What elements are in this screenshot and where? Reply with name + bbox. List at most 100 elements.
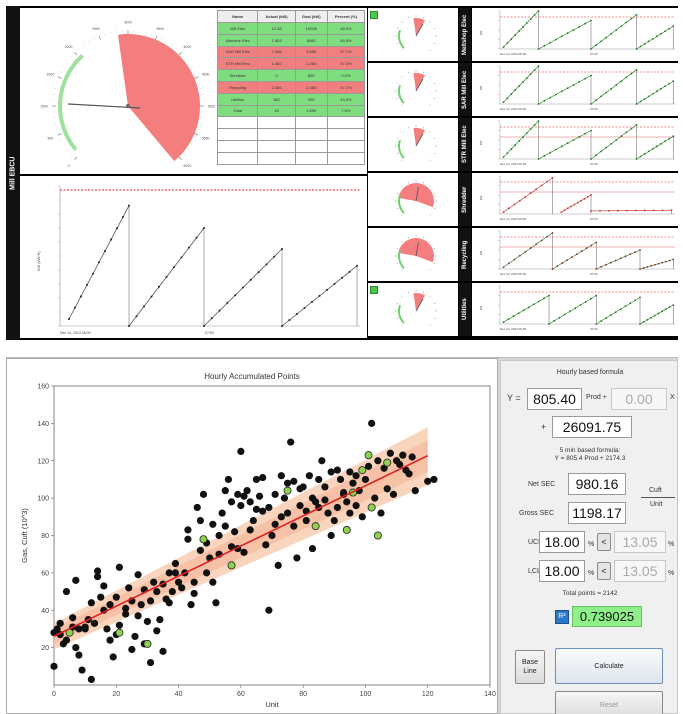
trend-point bbox=[629, 302, 632, 305]
trend-point bbox=[672, 135, 675, 138]
data-point bbox=[106, 601, 114, 609]
trend-point bbox=[529, 73, 532, 75]
reset-button[interactable]: Reset bbox=[555, 691, 663, 714]
trend-point bbox=[650, 264, 652, 267]
gauge-minor-tick bbox=[180, 158, 182, 160]
data-point bbox=[237, 447, 245, 456]
lcl-input[interactable]: 18.00 bbox=[539, 560, 585, 582]
energy-dashboard: Mill EBCU 0 500 1000 1500 2000 2500 3000 3500 40… bbox=[6, 6, 678, 340]
sub-trend-panel: kW Dec 14, 2013 06:00 07:00 bbox=[472, 63, 678, 116]
gauge-tick-label: 1500 bbox=[46, 72, 54, 76]
trend-point bbox=[661, 310, 664, 313]
sub-panel-label: Utilities bbox=[459, 283, 471, 336]
data-point bbox=[159, 647, 167, 655]
trend-point bbox=[560, 35, 563, 38]
table-cell-goal: 800 bbox=[294, 69, 328, 82]
trend-point bbox=[556, 265, 559, 267]
r-squared-value: 0.739025 bbox=[572, 606, 642, 627]
sub-gauge-tick bbox=[401, 214, 403, 216]
table-cell-empty bbox=[294, 139, 328, 153]
gauge-tick-label: 5500 bbox=[202, 137, 210, 141]
trend-point bbox=[595, 268, 598, 270]
sub-panel-label: SAR Mill Elec bbox=[459, 63, 471, 116]
trend-point bbox=[595, 294, 598, 297]
trend-point bbox=[605, 91, 608, 94]
trend-point bbox=[533, 69, 536, 71]
trend-point bbox=[668, 82, 671, 85]
gauge-tick-label: 3500 bbox=[156, 27, 164, 31]
trend-point bbox=[522, 26, 524, 28]
trend-line bbox=[548, 295, 597, 325]
trend-point bbox=[555, 93, 557, 96]
trend-point bbox=[590, 48, 592, 50]
ucl-input[interactable]: 18.00 bbox=[539, 531, 585, 553]
trend-point bbox=[668, 27, 671, 30]
gauge-tick-label: 0 bbox=[68, 164, 70, 168]
data-point bbox=[315, 475, 323, 484]
data-point bbox=[203, 569, 211, 577]
lcl-apply-button[interactable]: < bbox=[597, 562, 611, 580]
sub-x-tick-left: Dec 14, 2013 06:00 bbox=[500, 272, 527, 276]
trend-point bbox=[543, 44, 546, 47]
trend-point bbox=[572, 139, 575, 141]
data-point bbox=[352, 472, 360, 480]
gauge-minor-tick bbox=[193, 139, 196, 141]
trend-point bbox=[502, 211, 505, 213]
trend-point bbox=[529, 128, 532, 130]
trend-point bbox=[630, 127, 633, 130]
table-cell-actual: 382 bbox=[257, 92, 296, 106]
trend-point bbox=[639, 45, 642, 48]
trend-point bbox=[647, 95, 650, 98]
data-point bbox=[75, 651, 83, 659]
trend-line bbox=[503, 295, 550, 323]
trend-line bbox=[538, 20, 592, 50]
intercept-value: 26091.75 bbox=[552, 416, 632, 438]
gauge-minor-tick bbox=[198, 128, 201, 130]
data-point bbox=[346, 509, 354, 517]
sub-gauge-panel bbox=[368, 118, 458, 171]
trend-point bbox=[595, 323, 598, 325]
data-point bbox=[296, 502, 304, 510]
trend-point bbox=[548, 294, 550, 297]
data-point bbox=[165, 569, 173, 577]
trend-point bbox=[527, 306, 530, 309]
table-cell-name: SAR Mill Elec bbox=[216, 45, 259, 59]
sub-trend-chart: kW Dec 14, 2013 06:00 07:00 bbox=[479, 230, 675, 276]
trend-point bbox=[540, 184, 543, 187]
trend-point bbox=[570, 205, 573, 208]
x-tick-label: 20 bbox=[112, 691, 120, 698]
baseline-button[interactable]: Base Line bbox=[515, 650, 545, 684]
calculate-button[interactable]: Calculate bbox=[555, 648, 663, 684]
table-cell-pct: 0.0% bbox=[326, 69, 366, 82]
data-point bbox=[283, 509, 292, 517]
table-cell-goal: 2.460 bbox=[294, 80, 328, 94]
trend-point bbox=[525, 132, 528, 134]
table-cell-name: Utilities bbox=[216, 92, 259, 106]
trend-point bbox=[630, 17, 633, 20]
table-cell-empty bbox=[257, 128, 296, 141]
data-point bbox=[327, 468, 335, 476]
sub-gauge bbox=[395, 180, 437, 216]
data-point bbox=[196, 546, 204, 555]
sub-gauge-tick bbox=[396, 27, 399, 29]
trend-point bbox=[128, 325, 130, 327]
table-cell-actual: 12.58 bbox=[257, 22, 296, 35]
trend-point bbox=[546, 235, 548, 238]
sub-gauge-tick bbox=[433, 192, 436, 194]
highlight-point bbox=[283, 486, 292, 495]
trend-point bbox=[664, 85, 666, 88]
ucl-result: 13.05 bbox=[614, 531, 666, 553]
sub-trend-panel: kW Dec 14, 2013 06:00 07:00 bbox=[472, 228, 678, 281]
ucl-apply-button[interactable]: < bbox=[597, 533, 611, 551]
table-cell-empty bbox=[257, 139, 296, 153]
trend-point bbox=[643, 209, 646, 212]
trend-point bbox=[656, 35, 658, 38]
trend-point bbox=[579, 304, 582, 306]
trend-point bbox=[599, 209, 601, 212]
x-tick-label: 100 bbox=[360, 691, 372, 698]
data-point bbox=[430, 475, 438, 484]
trend-point bbox=[595, 241, 598, 244]
sub-gauge-tick bbox=[407, 16, 409, 19]
sub-gauge-green-band bbox=[398, 84, 405, 104]
prod-input[interactable]: 0.00 bbox=[611, 388, 667, 410]
